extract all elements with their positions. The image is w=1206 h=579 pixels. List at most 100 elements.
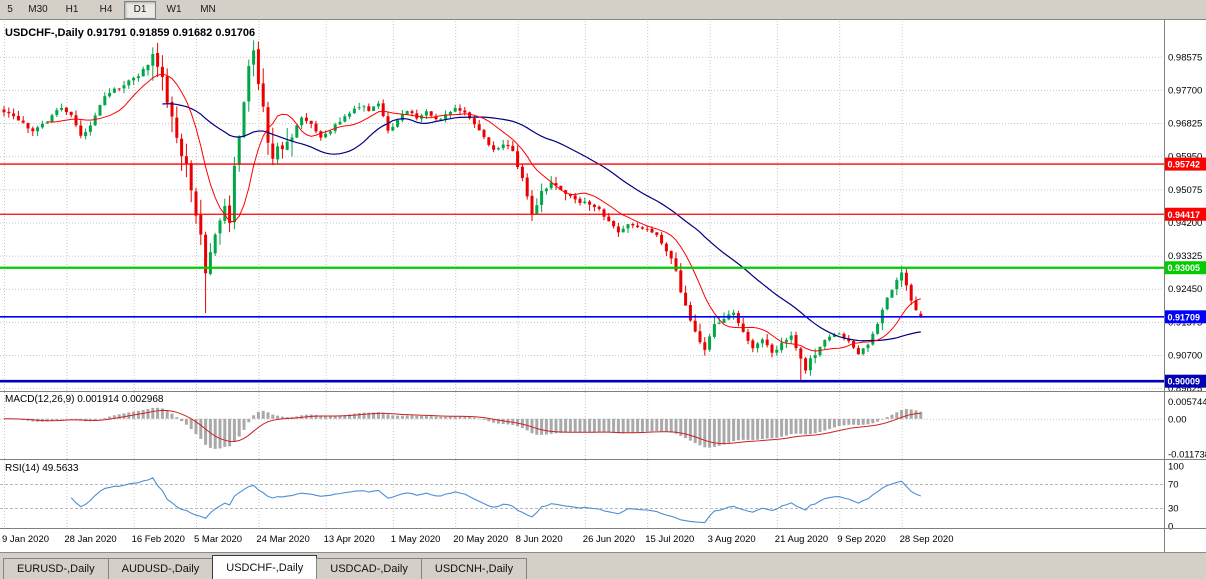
candle-body — [180, 138, 184, 157]
price-axis-label: 0.89825 — [1168, 384, 1202, 395]
macd-histogram-bar — [914, 410, 918, 419]
timeframe-button-5[interactable]: 5 — [7, 4, 13, 15]
macd-histogram-bar — [712, 418, 716, 447]
timeframe-button-d1[interactable]: D1 — [124, 0, 156, 19]
timeframe-button-h4[interactable]: H4 — [99, 4, 113, 15]
candle-body — [132, 77, 136, 81]
chart-tab-usdcnhdaily[interactable]: USDCNH-,Daily — [420, 558, 528, 579]
macd-histogram-bar — [597, 418, 601, 432]
macd-histogram-bar — [472, 417, 476, 419]
candle-body — [914, 300, 918, 311]
candle-body — [453, 107, 457, 112]
chart-window[interactable]: 0.98575 0.97700 0.96825 0.95950 0.95075 0.942… — [0, 20, 1206, 552]
candle-body — [16, 115, 20, 121]
candle-body — [900, 272, 904, 281]
timeframe-button-mn[interactable]: MN — [200, 4, 216, 15]
macd-histogram-bar — [852, 418, 856, 425]
macd-histogram-bar — [895, 412, 899, 419]
chart-tab-usdchfdaily[interactable]: USDCHF-,Daily — [212, 555, 318, 579]
macd-histogram-bar — [813, 418, 817, 434]
macd-histogram-bar — [904, 409, 908, 419]
candle-body — [472, 118, 476, 125]
candle-body — [376, 103, 380, 107]
macd-histogram-bar — [525, 418, 529, 431]
macd-histogram-bar — [98, 418, 102, 420]
macd-histogram-bar — [612, 418, 616, 433]
candle-body — [252, 50, 256, 65]
macd-histogram-bar — [496, 418, 500, 424]
candle-body — [631, 224, 635, 226]
date-axis-label: 8 Jun 2020 — [516, 534, 563, 545]
chart-ohlc-title: USDCHF-,Daily 0.91791 0.91859 0.91682 0.… — [5, 27, 256, 39]
date-axis-label: 5 Mar 2020 — [194, 534, 242, 545]
chart-canvas[interactable]: 0.98575 0.97700 0.96825 0.95950 0.95075 0.942… — [0, 20, 1206, 552]
date-axis-label: 28 Jan 2020 — [64, 534, 116, 545]
macd-histogram-bar — [645, 418, 649, 432]
timeframe-toolbar: 5 M30 H1 H4 D1 W1 MN — [0, 0, 1206, 20]
candle-body — [684, 292, 688, 306]
macd-histogram-bar — [780, 418, 784, 437]
timeframe-button-h1[interactable]: H1 — [65, 4, 79, 15]
macd-histogram-bar — [535, 418, 539, 435]
candle-body — [55, 110, 59, 115]
chart-tab-usdcaddaily[interactable]: USDCAD-,Daily — [316, 558, 422, 579]
candle-body — [789, 335, 793, 340]
candle-body — [208, 252, 212, 275]
candle-body — [655, 232, 659, 236]
macd-histogram-bar — [242, 418, 246, 430]
macd-histogram-bar — [708, 418, 712, 448]
candle-body — [396, 119, 400, 127]
candle-body — [501, 144, 505, 149]
candle-body — [520, 166, 524, 179]
candle-body — [127, 80, 131, 86]
timeframe-button-m30[interactable]: M30 — [28, 4, 48, 15]
macd-histogram-bar — [410, 415, 414, 419]
candle-body — [405, 111, 409, 115]
candle-body — [712, 324, 716, 337]
date-axis-label: 26 Jun 2020 — [583, 534, 635, 545]
rsi-axis-label: 100 — [1168, 462, 1184, 473]
macd-histogram-bar — [727, 418, 731, 443]
candle-body — [237, 136, 241, 165]
candle-body — [640, 227, 644, 229]
candle-body — [813, 355, 817, 359]
candle-body — [108, 92, 112, 97]
price-axis-label: 0.94200 — [1168, 218, 1202, 229]
candle-body — [448, 111, 452, 115]
macd-histogram-bar — [837, 418, 841, 427]
candle-body — [736, 313, 740, 324]
macd-histogram-bar — [55, 418, 59, 421]
macd-histogram-bar — [156, 407, 160, 419]
candle-body — [828, 336, 832, 341]
macd-histogram-bar — [396, 415, 400, 419]
macd-histogram-bar — [549, 418, 553, 434]
macd-histogram-bar — [328, 416, 332, 419]
chart-tab-eurusddaily[interactable]: EURUSD-,Daily — [3, 558, 109, 579]
macd-histogram-bar — [429, 416, 433, 419]
candle-body — [842, 333, 846, 339]
candle-body — [314, 123, 318, 132]
candle-body — [256, 49, 260, 84]
macd-histogram-bar — [578, 418, 582, 433]
candle-body — [496, 148, 500, 150]
macd-histogram-bar — [146, 409, 150, 419]
date-axis-label: 21 Aug 2020 — [775, 534, 828, 545]
candle-body — [400, 114, 404, 121]
macd-histogram-bar — [381, 412, 385, 419]
candle-body — [156, 53, 160, 67]
timeframe-button-w1[interactable]: W1 — [166, 4, 182, 15]
macd-histogram-bar — [247, 418, 251, 423]
macd-histogram-bar — [434, 416, 438, 419]
candle-body — [98, 105, 102, 116]
macd-histogram-bar — [213, 418, 217, 449]
macd-histogram-bar — [669, 418, 673, 433]
macd-histogram-bar — [348, 414, 352, 419]
candle-body — [674, 258, 678, 271]
price-axis-label: 0.95075 — [1168, 185, 1202, 196]
date-axis-label: 13 Apr 2020 — [324, 534, 375, 545]
candle-body — [439, 119, 443, 120]
macd-histogram-bar — [420, 415, 424, 419]
chart-tab-audusddaily[interactable]: AUDUSD-,Daily — [107, 558, 214, 579]
candle-body — [607, 216, 611, 222]
candle-body — [429, 111, 433, 116]
